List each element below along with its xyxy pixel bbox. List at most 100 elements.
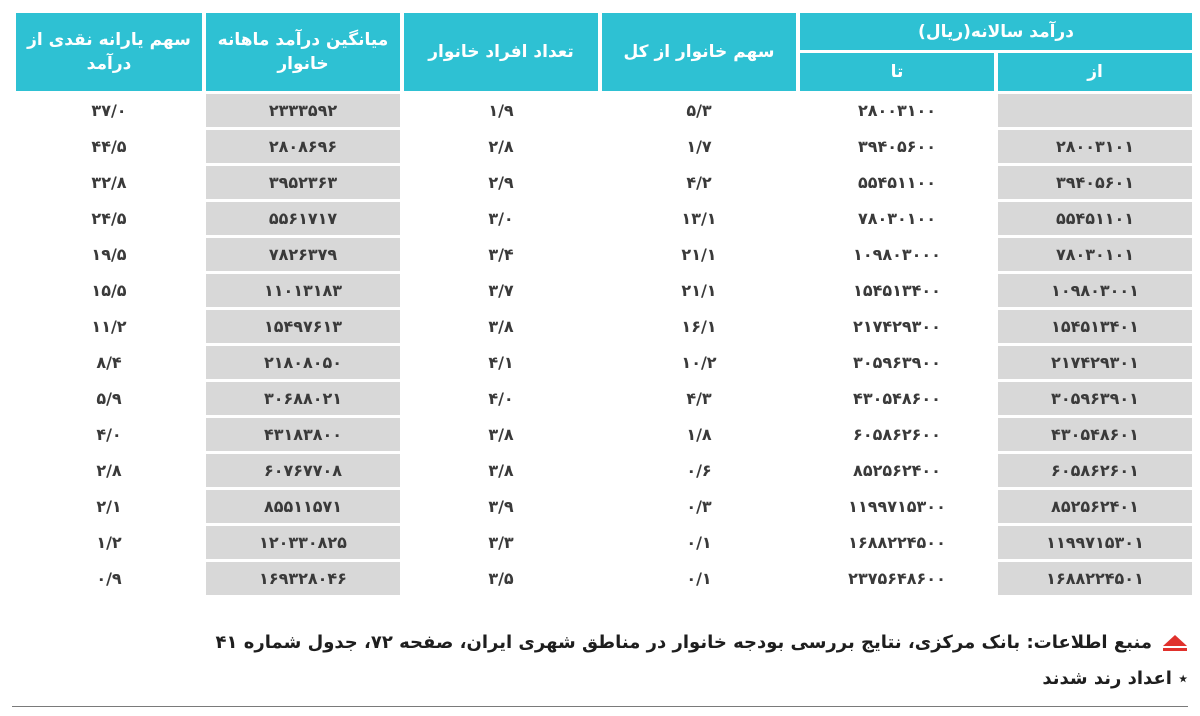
cell-share: ۱۳/۱ [602,202,796,235]
cell-to: ۳۰۵۹۶۳۹۰۰ [800,346,994,379]
cell-avg-income: ۲۱۸۰۸۰۵۰ [206,346,400,379]
income-table: درآمد سالانه(ریال) سهم خانوار از کل تعدا… [12,10,1196,598]
cell-subsidy-share: ۲۴/۵ [16,202,202,235]
cell-to: ۱۰۹۸۰۳۰۰۰ [800,238,994,271]
cell-subsidy-share: ۴۴/۵ [16,130,202,163]
cell-subsidy-share: ۱۵/۵ [16,274,202,307]
cell-subsidy-share: ۵/۹ [16,382,202,415]
cell-avg-income: ۱۶۹۳۲۸۰۴۶ [206,562,400,595]
cell-to: ۲۳۷۵۶۴۸۶۰۰ [800,562,994,595]
cell-from: ۱۵۴۵۱۳۴۰۱ [998,310,1192,343]
cell-to: ۱۵۴۵۱۳۴۰۰ [800,274,994,307]
cell-from: ۱۱۹۹۷۱۵۳۰۱ [998,526,1192,559]
cell-size: ۳/۰ [404,202,598,235]
cell-from [998,94,1192,127]
cell-from: ۶۰۵۸۶۲۶۰۱ [998,454,1192,487]
header-household-size: تعداد افراد خانوار [404,13,598,91]
cell-avg-income: ۱۱۰۱۳۱۸۳ [206,274,400,307]
cell-from: ۴۳۰۵۴۸۶۰۱ [998,418,1192,451]
cell-from: ۳۹۴۰۵۶۰۱ [998,166,1192,199]
table-row: ۱۰۹۸۰۳۰۰۱ ۱۵۴۵۱۳۴۰۰ ۲۱/۱ ۳/۷ ۱۱۰۱۳۱۸۳ ۱۵/۵ [16,274,1192,307]
cell-avg-income: ۴۳۱۸۳۸۰۰ [206,418,400,451]
cell-avg-income: ۷۸۲۶۳۷۹ [206,238,400,271]
cell-share: ۴/۳ [602,382,796,415]
cell-avg-income: ۲۳۳۳۵۹۲ [206,94,400,127]
cell-subsidy-share: ۴/۰ [16,418,202,451]
table-body: ۲۸۰۰۳۱۰۰ ۵/۳ ۱/۹ ۲۳۳۳۵۹۲ ۳۷/۰ ۲۸۰۰۳۱۰۱ ۳۹۴۰۵۶۰… [16,94,1192,595]
cell-from: ۷۸۰۳۰۱۰۱ [998,238,1192,271]
cell-share: ۰/۶ [602,454,796,487]
cell-subsidy-share: ۳۲/۸ [16,166,202,199]
cell-size: ۳/۳ [404,526,598,559]
cell-to: ۳۹۴۰۵۶۰۰ [800,130,994,163]
rounding-note: ٭ اعداد رند شدند [1042,668,1188,689]
table-row: ۷۸۰۳۰۱۰۱ ۱۰۹۸۰۳۰۰۰ ۲۱/۱ ۳/۴ ۷۸۲۶۳۷۹ ۱۹/۵ [16,238,1192,271]
table-row: ۸۵۲۵۶۲۴۰۱ ۱۱۹۹۷۱۵۳۰۰ ۰/۳ ۳/۹ ۸۵۵۱۱۵۷۱ ۲/۱ [16,490,1192,523]
cell-subsidy-share: ۰/۹ [16,562,202,595]
cell-subsidy-share: ۳۷/۰ [16,94,202,127]
cell-size: ۴/۱ [404,346,598,379]
cell-from: ۱۰۹۸۰۳۰۰۱ [998,274,1192,307]
cell-share: ۰/۱ [602,526,796,559]
header-avg-monthly-income: میانگین درآمد ماهانه خانوار [206,13,400,91]
cell-subsidy-share: ۱۱/۲ [16,310,202,343]
table-row: ۳۹۴۰۵۶۰۱ ۵۵۴۵۱۱۰۰ ۴/۲ ۲/۹ ۳۹۵۲۳۶۳ ۳۲/۸ [16,166,1192,199]
cell-to: ۴۳۰۵۴۸۶۰۰ [800,382,994,415]
cell-share: ۰/۳ [602,490,796,523]
cell-from: ۲۱۷۴۲۹۳۰۱ [998,346,1192,379]
cell-to: ۸۵۲۵۶۲۴۰۰ [800,454,994,487]
cell-share: ۱۶/۱ [602,310,796,343]
table-row: ۴۳۰۵۴۸۶۰۱ ۶۰۵۸۶۲۶۰۰ ۱/۸ ۳/۸ ۴۳۱۸۳۸۰۰ ۴/۰ [16,418,1192,451]
cell-avg-income: ۲۸۰۸۶۹۶ [206,130,400,163]
table-row: ۲۸۰۰۳۱۰۰ ۵/۳ ۱/۹ ۲۳۳۳۵۹۲ ۳۷/۰ [16,94,1192,127]
cell-avg-income: ۳۰۶۸۸۰۲۱ [206,382,400,415]
cell-share: ۱/۷ [602,130,796,163]
cell-size: ۱/۹ [404,94,598,127]
cell-size: ۴/۰ [404,382,598,415]
cell-avg-income: ۳۹۵۲۳۶۳ [206,166,400,199]
cell-share: ۰/۱ [602,562,796,595]
source-text: منبع اطلاعات: بانک مرکزی، نتایج بررسی بو… [215,632,1152,653]
cell-from: ۲۸۰۰۳۱۰۱ [998,130,1192,163]
cell-to: ۶۰۵۸۶۲۶۰۰ [800,418,994,451]
cell-subsidy-share: ۸/۴ [16,346,202,379]
cell-share: ۵/۳ [602,94,796,127]
cell-share: ۴/۲ [602,166,796,199]
cell-share: ۱/۸ [602,418,796,451]
cell-to: ۱۶۸۸۲۲۴۵۰۰ [800,526,994,559]
cell-subsidy-share: ۱۹/۵ [16,238,202,271]
cell-from: ۵۵۴۵۱۱۰۱ [998,202,1192,235]
cell-to: ۷۸۰۳۰۱۰۰ [800,202,994,235]
header-share-households: سهم خانوار از کل [602,13,796,91]
cell-size: ۳/۷ [404,274,598,307]
cell-subsidy-share: ۲/۱ [16,490,202,523]
table-row: ۳۰۵۹۶۳۹۰۱ ۴۳۰۵۴۸۶۰۰ ۴/۳ ۴/۰ ۳۰۶۸۸۰۲۱ ۵/۹ [16,382,1192,415]
cell-from: ۳۰۵۹۶۳۹۰۱ [998,382,1192,415]
source-line: منبع اطلاعات: بانک مرکزی، نتایج بررسی بو… [216,632,1188,653]
header-to: تا [800,53,994,91]
table-row: ۱۶۸۸۲۲۴۵۰۱ ۲۳۷۵۶۴۸۶۰۰ ۰/۱ ۳/۵ ۱۶۹۳۲۸۰۴۶ ۰/۹ [16,562,1192,595]
table-row: ۵۵۴۵۱۱۰۱ ۷۸۰۳۰۱۰۰ ۱۳/۱ ۳/۰ ۵۵۶۱۷۱۷ ۲۴/۵ [16,202,1192,235]
header-cash-subsidy-share: سهم یارانه نقدی از درآمد [16,13,202,91]
table-row: ۲۸۰۰۳۱۰۱ ۳۹۴۰۵۶۰۰ ۱/۷ ۲/۸ ۲۸۰۸۶۹۶ ۴۴/۵ [16,130,1192,163]
cell-from: ۱۶۸۸۲۲۴۵۰۱ [998,562,1192,595]
cell-size: ۳/۵ [404,562,598,595]
table-row: ۲۱۷۴۲۹۳۰۱ ۳۰۵۹۶۳۹۰۰ ۱۰/۲ ۴/۱ ۲۱۸۰۸۰۵۰ ۸/۴ [16,346,1192,379]
cell-avg-income: ۸۵۵۱۱۵۷۱ [206,490,400,523]
cell-subsidy-share: ۲/۸ [16,454,202,487]
cell-avg-income: ۵۵۶۱۷۱۷ [206,202,400,235]
cell-subsidy-share: ۱/۲ [16,526,202,559]
cell-share: ۲۱/۱ [602,238,796,271]
table-row: ۱۱۹۹۷۱۵۳۰۱ ۱۶۸۸۲۲۴۵۰۰ ۰/۱ ۳/۳ ۱۲۰۳۳۰۸۲۵ ۱/۲ [16,526,1192,559]
cell-avg-income: ۶۰۷۶۷۷۰۸ [206,454,400,487]
table-row: ۶۰۵۸۶۲۶۰۱ ۸۵۲۵۶۲۴۰۰ ۰/۶ ۳/۸ ۶۰۷۶۷۷۰۸ ۲/۸ [16,454,1192,487]
cell-share: ۲۱/۱ [602,274,796,307]
cell-to: ۲۸۰۰۳۱۰۰ [800,94,994,127]
cell-size: ۳/۴ [404,238,598,271]
cell-size: ۲/۹ [404,166,598,199]
cell-size: ۳/۸ [404,454,598,487]
cell-size: ۳/۸ [404,310,598,343]
cell-size: ۳/۸ [404,418,598,451]
cell-size: ۳/۹ [404,490,598,523]
cell-to: ۵۵۴۵۱۱۰۰ [800,166,994,199]
